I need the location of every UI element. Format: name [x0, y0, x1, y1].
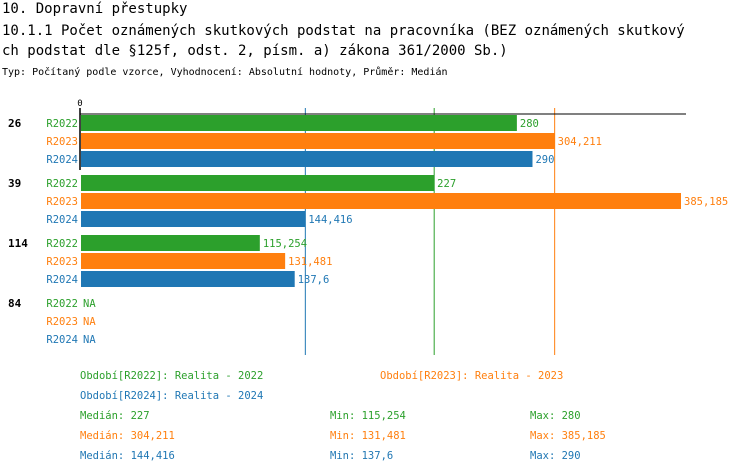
- x-tick-label: 0: [77, 99, 82, 109]
- data-label: 131,481: [288, 256, 332, 268]
- series-label: R2024: [46, 334, 78, 346]
- stat-min: Min: 131,481: [330, 430, 406, 442]
- data-label: 115,254: [263, 238, 307, 250]
- chart-subtitle: Typ: Počítaný podle vzorce, Vyhodnocení:…: [2, 67, 448, 78]
- series-label: R2022: [46, 238, 78, 250]
- series-label: R2022: [46, 178, 78, 190]
- series-label: R2022: [46, 298, 78, 310]
- series-label: R2022: [46, 118, 78, 130]
- series-label: R2023: [46, 136, 78, 148]
- data-label: 280: [520, 118, 539, 130]
- series-label: R2023: [46, 256, 78, 268]
- data-label: 137,6: [298, 274, 330, 286]
- category-label: 26: [8, 117, 22, 130]
- bar: [81, 115, 517, 131]
- chart-title-line1: 10.1.1 Počet oznámených skutkových podst…: [2, 23, 685, 39]
- bar: [81, 271, 295, 287]
- category-label: 84: [8, 297, 22, 310]
- stat-max: Max: 290: [530, 450, 581, 462]
- bar: [81, 175, 435, 191]
- stat-min: Min: 137,6: [330, 450, 394, 462]
- series-label: R2023: [46, 196, 78, 208]
- data-label: NA: [83, 334, 96, 346]
- series-label: R2023: [46, 316, 78, 328]
- data-label: NA: [83, 316, 96, 328]
- series-label: R2024: [46, 154, 78, 166]
- bar: [81, 133, 555, 149]
- stat-median: Medián: 227: [80, 410, 150, 422]
- data-label: 144,416: [308, 214, 352, 226]
- bar: [81, 211, 306, 227]
- stat-min: Min: 115,254: [330, 410, 406, 422]
- stat-median: Medián: 304,211: [80, 430, 175, 442]
- series-label: R2024: [46, 274, 78, 286]
- data-label: 227: [437, 178, 456, 190]
- data-label: NA: [83, 298, 96, 310]
- bar: [81, 253, 286, 269]
- category-label: 114: [8, 237, 28, 250]
- stat-median: Medián: 144,416: [80, 450, 175, 462]
- legend-r2024: Období[R2024]: Realita - 2024: [80, 390, 264, 402]
- bar: [81, 235, 260, 251]
- stat-max: Max: 280: [530, 410, 581, 422]
- stat-max: Max: 385,185: [530, 430, 606, 442]
- series-label: R2024: [46, 214, 78, 226]
- section-title: 10. Dopravní přestupky: [2, 1, 188, 17]
- data-label: 304,211: [558, 136, 602, 148]
- data-label: 290: [535, 154, 554, 166]
- legend-r2023: Období[R2023]: Realita - 2023: [380, 370, 564, 382]
- category-label: 39: [8, 177, 21, 190]
- bar: [81, 151, 533, 167]
- data-label: 385,185: [684, 196, 728, 208]
- legend-r2022: Období[R2022]: Realita - 2022: [80, 370, 264, 382]
- chart-title-line2: ch podstat dle §125f, odst. 2, písm. a) …: [2, 43, 508, 59]
- bar: [81, 193, 681, 209]
